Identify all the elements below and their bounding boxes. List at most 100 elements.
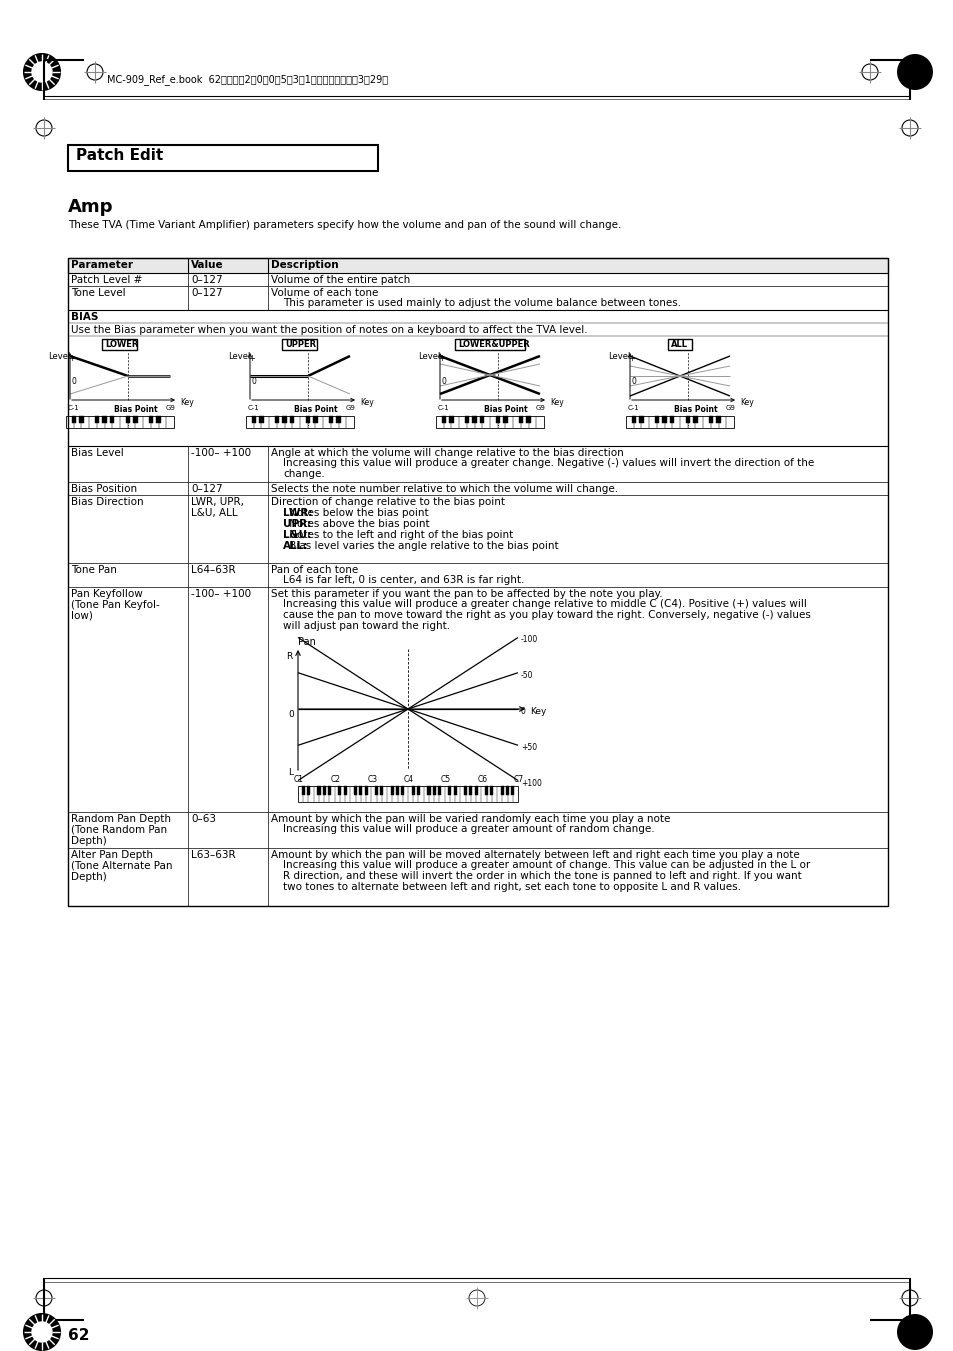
Text: Notes to the left and right of the bias point: Notes to the left and right of the bias … bbox=[286, 530, 513, 540]
Text: Notes below the bias point: Notes below the bias point bbox=[286, 508, 428, 517]
Text: Pan of each tone: Pan of each tone bbox=[271, 565, 358, 576]
Bar bbox=[708, 416, 712, 423]
Circle shape bbox=[896, 54, 932, 91]
Text: L64 is far left, 0 is center, and 63R is far right.: L64 is far left, 0 is center, and 63R is… bbox=[283, 576, 524, 585]
Text: +: + bbox=[437, 354, 444, 363]
Bar bbox=[449, 416, 453, 423]
Text: +100: +100 bbox=[520, 778, 541, 788]
Bar bbox=[68, 258, 887, 907]
Text: C3: C3 bbox=[367, 775, 377, 784]
Text: Level: Level bbox=[607, 353, 630, 361]
Bar bbox=[463, 786, 467, 796]
Text: two tones to alternate between left and right, set each tone to opposite L and R: two tones to alternate between left and … bbox=[283, 882, 740, 892]
Text: Random Pan Depth: Random Pan Depth bbox=[71, 815, 171, 824]
Text: LWR, UPR,: LWR, UPR, bbox=[191, 497, 244, 507]
Bar bbox=[317, 786, 320, 796]
Bar bbox=[427, 786, 430, 796]
Bar bbox=[661, 416, 666, 423]
Text: 0–127: 0–127 bbox=[191, 288, 222, 299]
Text: L: L bbox=[288, 767, 293, 777]
Text: L&U, ALL: L&U, ALL bbox=[191, 508, 237, 517]
Text: These TVA (Time Variant Amplifier) parameters specify how the volume and pan of : These TVA (Time Variant Amplifier) param… bbox=[68, 220, 620, 230]
Bar bbox=[375, 786, 377, 796]
Text: R direction, and these will invert the order in which the tone is panned to left: R direction, and these will invert the o… bbox=[283, 871, 801, 881]
Bar bbox=[301, 786, 305, 796]
Bar bbox=[511, 786, 514, 796]
Bar bbox=[639, 416, 643, 423]
Text: (Tone Pan Keyfol-: (Tone Pan Keyfol- bbox=[71, 600, 159, 611]
Bar bbox=[102, 339, 137, 350]
Bar bbox=[71, 416, 76, 423]
Bar bbox=[668, 339, 691, 350]
Text: +: + bbox=[248, 354, 254, 363]
Bar bbox=[290, 416, 294, 423]
Text: C5: C5 bbox=[440, 775, 451, 784]
Bar bbox=[364, 786, 367, 796]
Bar bbox=[500, 786, 503, 796]
Bar bbox=[338, 786, 341, 796]
Text: Angle at which the volume will change relative to the bias direction: Angle at which the volume will change re… bbox=[271, 449, 623, 458]
Text: Bias Level: Bias Level bbox=[71, 449, 124, 458]
Text: change.: change. bbox=[283, 469, 324, 480]
Bar bbox=[126, 416, 130, 423]
Bar bbox=[380, 786, 383, 796]
Bar bbox=[453, 786, 456, 796]
Text: R: R bbox=[286, 653, 292, 661]
Text: +50: +50 bbox=[520, 743, 537, 753]
Bar bbox=[455, 339, 524, 350]
Bar bbox=[79, 416, 84, 423]
Text: This parameter is used mainly to adjust the volume balance between tones.: This parameter is used mainly to adjust … bbox=[283, 299, 680, 308]
Bar bbox=[343, 786, 346, 796]
Text: UPR:: UPR: bbox=[283, 519, 311, 530]
Text: L&U:: L&U: bbox=[283, 530, 311, 540]
Bar bbox=[313, 416, 317, 423]
Bar bbox=[490, 786, 493, 796]
Text: Bias level varies the angle relative to the bias point: Bias level varies the angle relative to … bbox=[286, 540, 558, 551]
Bar bbox=[252, 416, 255, 423]
Text: L63–63R: L63–63R bbox=[191, 850, 235, 861]
Circle shape bbox=[32, 62, 52, 82]
Bar bbox=[432, 786, 436, 796]
Text: Notes above the bias point: Notes above the bias point bbox=[286, 519, 429, 530]
Text: C6: C6 bbox=[476, 775, 487, 784]
Text: C7: C7 bbox=[514, 775, 523, 784]
Bar bbox=[474, 786, 477, 796]
Circle shape bbox=[24, 54, 60, 91]
Bar bbox=[102, 416, 107, 423]
Bar bbox=[359, 786, 362, 796]
Text: Increasing this value will produce a greater amount of change. This value can be: Increasing this value will produce a gre… bbox=[283, 861, 809, 870]
Text: C-1: C-1 bbox=[627, 405, 639, 411]
Bar bbox=[274, 416, 278, 423]
Text: Tone Pan: Tone Pan bbox=[71, 565, 117, 576]
Bar bbox=[133, 416, 137, 423]
Text: Bias Point: Bias Point bbox=[483, 405, 527, 413]
Bar bbox=[282, 416, 287, 423]
Bar bbox=[416, 786, 419, 796]
Text: C1: C1 bbox=[294, 775, 304, 784]
Text: Key: Key bbox=[550, 399, 563, 407]
Text: Value: Value bbox=[191, 259, 223, 270]
Text: ALL:: ALL: bbox=[283, 540, 308, 551]
Text: Use the Bias parameter when you want the position of notes on a keyboard to affe: Use the Bias parameter when you want the… bbox=[71, 326, 587, 335]
Text: Bias Point: Bias Point bbox=[673, 405, 717, 413]
Text: G9: G9 bbox=[166, 405, 175, 411]
Text: Amount by which the pan will be varied randomly each time you play a note: Amount by which the pan will be varied r… bbox=[271, 815, 670, 824]
Text: G9: G9 bbox=[536, 405, 545, 411]
Circle shape bbox=[896, 1315, 932, 1350]
Bar bbox=[505, 786, 509, 796]
Text: LOWER: LOWER bbox=[106, 340, 139, 349]
Text: 0–127: 0–127 bbox=[191, 276, 222, 285]
Bar bbox=[68, 258, 887, 273]
Text: (Tone Alternate Pan: (Tone Alternate Pan bbox=[71, 861, 172, 871]
Text: C4: C4 bbox=[403, 775, 414, 784]
Bar bbox=[469, 786, 472, 796]
Bar bbox=[472, 416, 476, 423]
Bar bbox=[391, 786, 394, 796]
Text: Bias Point: Bias Point bbox=[294, 405, 337, 413]
Bar bbox=[685, 416, 689, 423]
Bar bbox=[526, 416, 530, 423]
Bar bbox=[495, 416, 499, 423]
Text: -100: -100 bbox=[520, 635, 537, 644]
Text: Pan Keyfollow: Pan Keyfollow bbox=[71, 589, 143, 598]
Text: BIAS: BIAS bbox=[71, 312, 98, 322]
